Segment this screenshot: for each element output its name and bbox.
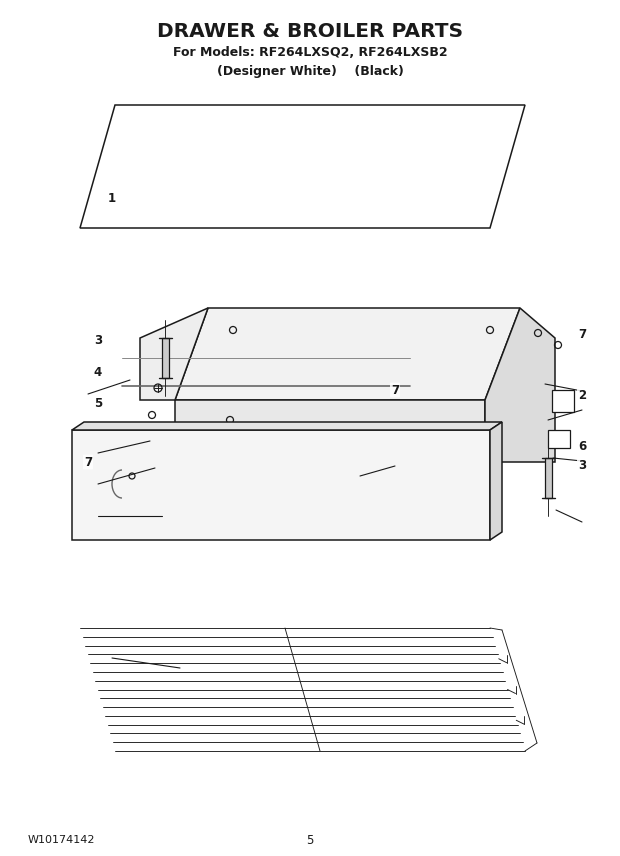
Text: 6: 6 [578,439,586,453]
Text: (Designer White)    (Black): (Designer White) (Black) [216,65,404,78]
Text: W10174142: W10174142 [28,835,95,845]
Polygon shape [183,320,515,395]
Text: 7: 7 [84,455,92,468]
Polygon shape [72,422,502,430]
Text: For Models: RF264LXSQ2, RF264LXSB2: For Models: RF264LXSQ2, RF264LXSB2 [173,46,447,59]
Text: 7: 7 [578,328,586,341]
Polygon shape [490,422,502,540]
Text: 5: 5 [94,396,102,409]
Polygon shape [140,308,208,400]
Polygon shape [552,390,574,412]
Polygon shape [175,400,485,462]
Polygon shape [544,458,552,498]
Text: 1: 1 [108,192,116,205]
Text: 3: 3 [578,459,586,472]
Text: DRAWER & BROILER PARTS: DRAWER & BROILER PARTS [157,22,463,41]
Text: 2: 2 [578,389,586,401]
Text: eReplacementParts.com: eReplacementParts.com [238,484,382,496]
Polygon shape [80,105,525,228]
Text: 4: 4 [94,366,102,378]
Polygon shape [485,308,555,462]
Polygon shape [548,430,570,448]
Text: 3: 3 [94,334,102,347]
Polygon shape [161,338,169,378]
Text: 5: 5 [306,834,314,847]
Polygon shape [72,430,490,540]
Text: 7: 7 [391,383,399,396]
Polygon shape [175,308,520,400]
